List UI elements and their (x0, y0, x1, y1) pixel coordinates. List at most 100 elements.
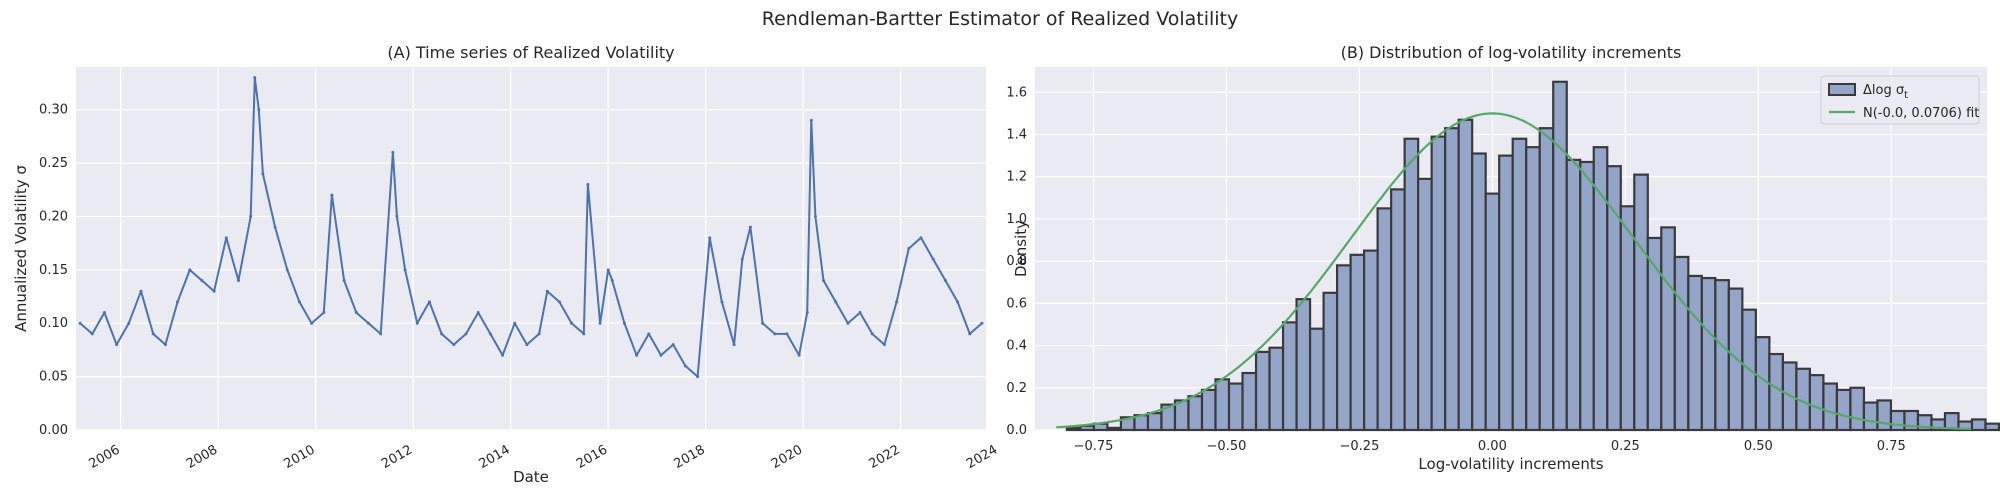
panel-a-data-point (720, 300, 724, 304)
panel-a-data-point (330, 193, 334, 197)
histogram-bar (1768, 352, 1784, 432)
panel-a-data-point (440, 332, 444, 336)
panel-a-data-point (273, 225, 277, 229)
panel-a-x-tick-label: 2008 (184, 442, 220, 472)
histogram-bar (1687, 274, 1703, 432)
panel-a-data-point (870, 332, 874, 336)
panel-a-data-point (671, 343, 675, 347)
histogram-bar (1660, 226, 1676, 432)
panel-b-chart: −0.75 −0.50 −0.25 0.00 0.25 0.50 0.75 0.00.20.… (1006, 43, 2000, 473)
panel-a-grid (76, 67, 999, 431)
panel-a-data-point (907, 247, 911, 250)
panel-a-data-point (367, 321, 370, 325)
panel-b-fit-curve (1056, 112, 1972, 431)
histogram-bar (1511, 137, 1528, 432)
panel-a-data-point (249, 214, 253, 218)
panel-a-data-point (696, 375, 700, 379)
panel-a-data-point (525, 343, 529, 347)
histogram-bar (1308, 327, 1325, 432)
panel-a-data-point (968, 332, 972, 336)
panel-a-x-tick-label: 2022 (867, 442, 903, 472)
histogram-bar (1349, 253, 1366, 432)
panel-a-data-point (513, 321, 517, 325)
panel-a-data-point (188, 268, 192, 272)
histogram-bar (1241, 371, 1258, 432)
panel-a-y-tick-label: 0.10 (39, 316, 68, 331)
legend-histogram-swatch (1828, 83, 1856, 96)
histogram-bar (1552, 80, 1568, 432)
histogram-bar (1822, 382, 1839, 432)
panel-a-data-point (342, 279, 346, 283)
panel-a-data-point (586, 182, 590, 186)
panel-b-x-tick-label: 0.00 (1478, 439, 1507, 454)
histogram-bar (1376, 207, 1393, 432)
histogram-bar (1835, 388, 1852, 432)
panel-a-plot-area (76, 67, 986, 430)
panel-a-data-point (115, 343, 119, 347)
panel-a-data-point (163, 343, 167, 347)
histogram-bar (1065, 426, 1082, 432)
histogram-bar (1538, 127, 1555, 432)
panel-b-x-tick-label: 0.75 (1877, 439, 1906, 454)
panel-a-data-point (813, 214, 817, 218)
panel-a-x-tick-label: 2012 (379, 442, 415, 472)
panel-a-title: (A) Time series of Realized Volatility (387, 43, 674, 62)
panel-a-data-point (200, 279, 204, 283)
panel-a-data-point (647, 332, 651, 336)
panel-a-data-point (257, 108, 261, 112)
panel-b-y-ticks: 0.0 0.2 0.4 0.6 0.8 1.0 1.2 1.4 1.6 (1006, 85, 1027, 438)
figure-suptitle: Rendleman-Bartter Estimator of Realized … (762, 8, 1239, 30)
panel-a-data-point (943, 279, 947, 283)
panel-b-y-tick-label: 0.2 (1006, 381, 1027, 396)
panel-a-data-point (683, 364, 687, 368)
panel-a-data-point (151, 332, 155, 336)
histogram-bar (1579, 160, 1595, 432)
panel-b-x-tick-label: −0.25 (1340, 439, 1380, 454)
panel-a-y-tick-label: 0.20 (39, 209, 68, 224)
panel-a-x-tick-label: 2016 (574, 442, 610, 472)
histogram-bar (1471, 152, 1487, 432)
panel-a-data-point (797, 353, 801, 357)
panel-a-data-point (598, 321, 602, 325)
panel-a-y-tick-label: 0.30 (39, 103, 68, 118)
histogram-bar (1417, 177, 1433, 432)
histogram-bar (1862, 401, 1879, 432)
panel-b-y-tick-label: 1.6 (1006, 85, 1027, 100)
panel-b-histogram-bars (1065, 80, 2000, 432)
panel-a-data-point (391, 150, 395, 154)
panel-a-data-point (310, 321, 314, 325)
histogram-bar (1390, 188, 1406, 432)
panel-a-data-point (322, 311, 326, 315)
panel-a-data-point (809, 118, 813, 122)
panel-a-data-point (476, 311, 480, 315)
panel-a-data-point (822, 279, 825, 283)
histogram-bar (1079, 424, 1096, 432)
panel-a-data-point (582, 332, 586, 336)
panel-a-data-point (606, 268, 610, 272)
panel-a-x-tick-label: 2006 (87, 442, 123, 472)
panel-a-data-point (610, 279, 614, 283)
panel-a-data-point (395, 214, 399, 218)
panel-a-data-point (297, 300, 301, 304)
panel-b-x-tick-label: −0.50 (1207, 439, 1247, 454)
panel-a-y-tick-label: 0.05 (39, 370, 68, 385)
panel-a-data-point (882, 343, 886, 347)
panel-b-x-tick-label: 0.25 (1611, 439, 1640, 454)
panel-a-x-tick-label: 2014 (477, 442, 513, 472)
histogram-bar (1984, 422, 2000, 432)
panel-a-data-point (379, 332, 383, 336)
panel-a-data-point (570, 321, 574, 325)
histogram-bar (1214, 378, 1231, 432)
panel-a-data-point (90, 332, 94, 336)
panel-a-data-point (354, 311, 358, 315)
panel-a-data-point (212, 289, 216, 293)
panel-a-data-point (805, 311, 809, 315)
panel-b-y-tick-label: 0.8 (1006, 254, 1027, 269)
histogram-bar (1268, 346, 1285, 432)
histogram-bar (1403, 137, 1420, 432)
panel-a-data-point (488, 332, 492, 336)
panel-a-y-axis-label: Annualized Volatility σ (12, 165, 30, 332)
panel-a-data-point (931, 257, 935, 261)
panel-a-data-point (740, 257, 744, 261)
